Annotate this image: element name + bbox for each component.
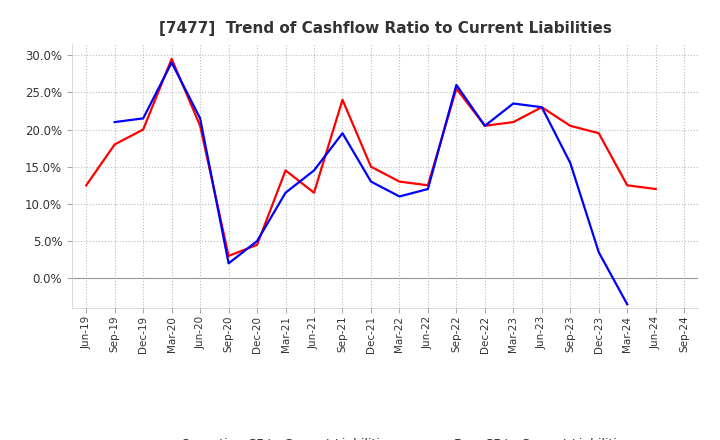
Legend: Operating CF to Current Liabilities, Free CF to Current Liabilities: Operating CF to Current Liabilities, Fre… xyxy=(135,433,636,440)
Free CF to Current Liabilities xyxy=(110,119,119,125)
Operating CF to Current Liabilities xyxy=(509,119,518,125)
Free CF to Current Liabilities xyxy=(366,179,375,184)
Operating CF to Current Liabilities xyxy=(366,164,375,169)
Free CF to Current Liabilities xyxy=(595,249,603,255)
Operating CF to Current Liabilities xyxy=(139,127,148,132)
Free CF to Current Liabilities xyxy=(480,123,489,128)
Operating CF to Current Liabilities xyxy=(282,168,290,173)
Operating CF to Current Liabilities xyxy=(452,86,461,91)
Free CF to Current Liabilities xyxy=(196,116,204,121)
Line: Operating CF to Current Liabilities: Operating CF to Current Liabilities xyxy=(86,59,656,256)
Operating CF to Current Liabilities xyxy=(310,190,318,195)
Operating CF to Current Liabilities xyxy=(196,123,204,128)
Free CF to Current Liabilities xyxy=(395,194,404,199)
Free CF to Current Liabilities xyxy=(566,160,575,165)
Free CF to Current Liabilities xyxy=(282,190,290,195)
Free CF to Current Liabilities xyxy=(338,131,347,136)
Operating CF to Current Liabilities xyxy=(225,253,233,259)
Operating CF to Current Liabilities xyxy=(167,56,176,62)
Operating CF to Current Liabilities xyxy=(253,242,261,247)
Operating CF to Current Liabilities xyxy=(82,183,91,188)
Free CF to Current Liabilities xyxy=(423,187,432,192)
Title: [7477]  Trend of Cashflow Ratio to Current Liabilities: [7477] Trend of Cashflow Ratio to Curren… xyxy=(159,21,611,36)
Free CF to Current Liabilities xyxy=(537,105,546,110)
Free CF to Current Liabilities xyxy=(452,82,461,88)
Operating CF to Current Liabilities xyxy=(480,123,489,128)
Operating CF to Current Liabilities xyxy=(395,179,404,184)
Free CF to Current Liabilities xyxy=(225,261,233,266)
Line: Free CF to Current Liabilities: Free CF to Current Liabilities xyxy=(114,62,627,304)
Free CF to Current Liabilities xyxy=(310,168,318,173)
Operating CF to Current Liabilities xyxy=(110,142,119,147)
Operating CF to Current Liabilities xyxy=(423,183,432,188)
Free CF to Current Liabilities xyxy=(139,116,148,121)
Free CF to Current Liabilities xyxy=(167,60,176,65)
Free CF to Current Liabilities xyxy=(253,238,261,244)
Operating CF to Current Liabilities xyxy=(537,105,546,110)
Operating CF to Current Liabilities xyxy=(595,131,603,136)
Operating CF to Current Liabilities xyxy=(338,97,347,103)
Free CF to Current Liabilities xyxy=(623,302,631,307)
Operating CF to Current Liabilities xyxy=(652,187,660,192)
Free CF to Current Liabilities xyxy=(509,101,518,106)
Operating CF to Current Liabilities xyxy=(623,183,631,188)
Operating CF to Current Liabilities xyxy=(566,123,575,128)
